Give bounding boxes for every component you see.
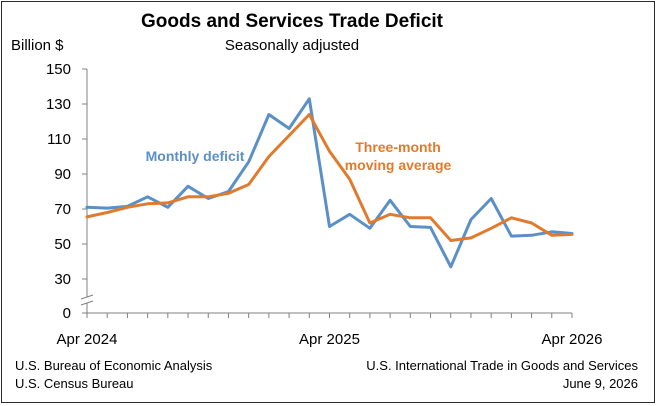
y-tick-label: 70 xyxy=(54,201,71,218)
x-tick-label: Apr 2026 xyxy=(542,331,603,348)
x-tick-label: Apr 2024 xyxy=(57,331,118,348)
axis-break-mark xyxy=(80,294,94,306)
y-tick-label: 110 xyxy=(47,131,71,148)
y-axis-label: Billion $ xyxy=(11,37,64,54)
y-tick-label: 0 xyxy=(63,305,71,322)
y-tick-label: 130 xyxy=(46,96,71,113)
moving-average-label: moving average xyxy=(345,157,452,173)
footer-release-date: June 9, 2026 xyxy=(563,376,638,391)
moving-average-label: Three-month xyxy=(355,139,441,155)
moving-average-line xyxy=(85,113,574,242)
footer-report-title: U.S. International Trade in Goods and Se… xyxy=(366,358,638,373)
x-tick-label: Apr 2025 xyxy=(299,331,360,348)
y-tick-label: 30 xyxy=(54,271,71,288)
y-tick-label: 50 xyxy=(54,236,71,253)
monthly-deficit-line xyxy=(85,97,574,269)
chart-subtitle: Seasonally adjusted xyxy=(225,37,359,54)
y-tick-label: 150 xyxy=(46,61,71,78)
y-tick-label: 90 xyxy=(54,166,71,183)
footer-source-2: U.S. Census Bureau xyxy=(15,376,134,391)
chart-title: Goods and Services Trade Deficit xyxy=(141,11,444,32)
footer-source-1: U.S. Bureau of Economic Analysis xyxy=(15,358,213,373)
monthly-deficit-label: Monthly deficit xyxy=(146,148,245,164)
